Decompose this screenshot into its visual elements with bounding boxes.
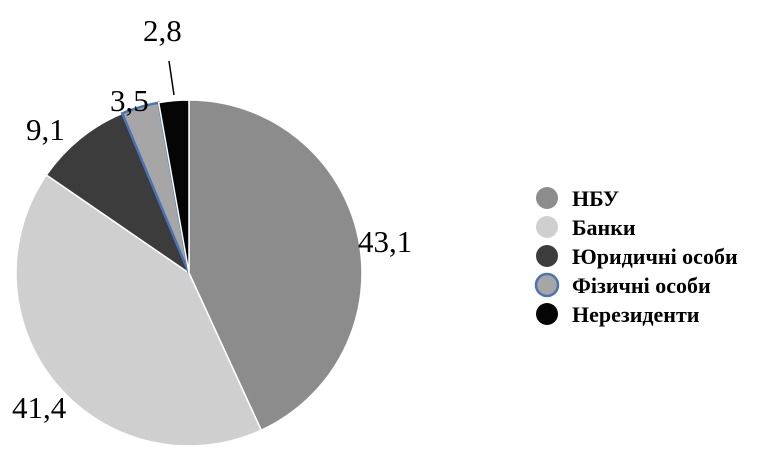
slice-value-label-1: 43,1 [358, 224, 412, 259]
legend-label-1: НБУ [572, 186, 619, 211]
legend-marker-3 [536, 245, 558, 267]
pie-slices [15, 99, 363, 447]
slice-value-label-2: 41,4 [12, 390, 67, 425]
pie-slice-2 [15, 173, 263, 447]
legend-label-5: Нерезиденти [572, 302, 700, 327]
leader-line-5 [168, 60, 175, 96]
slice-value-label-4: 3,5 [110, 83, 149, 118]
legend-marker-4 [534, 272, 560, 298]
pie-value-labels: 43,1 41,4 9,1 3,5 2,8 [12, 13, 412, 425]
legend-marker-2 [536, 216, 558, 238]
legend: НБУ Банки Юридичні особи Фізичні особи Нерез… [534, 186, 738, 327]
pie-slice-1 [188, 99, 363, 432]
pie-slice-3 [45, 112, 191, 276]
slice-value-label-3: 9,1 [26, 112, 65, 147]
slice-value-label-5: 2,8 [143, 13, 182, 48]
legend-label-3: Юридичні особи [572, 244, 738, 269]
legend-marker-1 [536, 187, 558, 209]
legend-label-4: Фізичні особи [572, 273, 711, 298]
legend-marker-5 [536, 303, 558, 325]
legend-label-2: Банки [572, 215, 636, 240]
pie-slice-5 [157, 99, 190, 274]
